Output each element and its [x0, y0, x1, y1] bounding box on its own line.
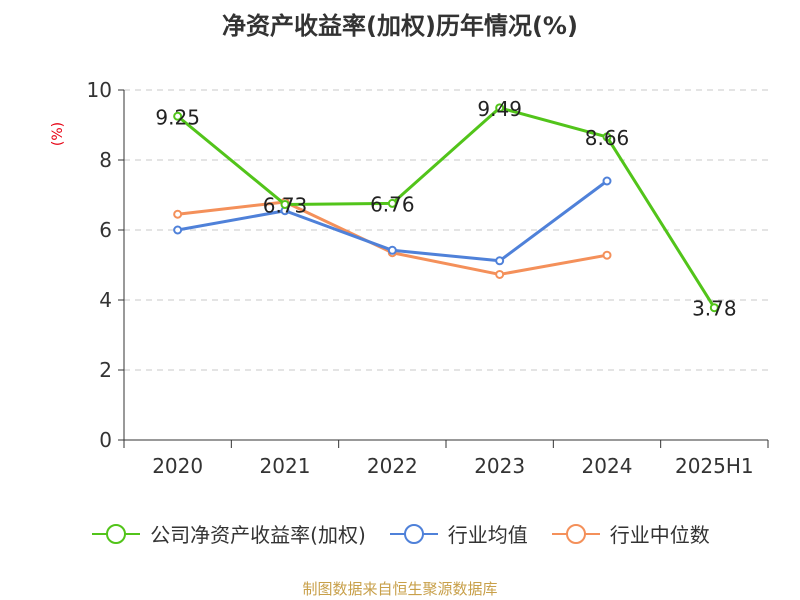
data-point	[173, 111, 183, 121]
x-tick-label: 2021	[260, 454, 311, 478]
data-point	[602, 250, 612, 260]
data-label: 6.73	[263, 193, 308, 217]
series-line	[176, 106, 716, 309]
legend-item-industry-mean[interactable]: 行业均值	[388, 519, 528, 548]
data-point	[709, 303, 719, 313]
data-point	[495, 256, 505, 266]
data-point	[495, 269, 505, 279]
y-tick-label: 8	[99, 148, 112, 172]
x-tick-label: 2025H1	[675, 454, 754, 478]
legend-line-circle-icon	[551, 523, 600, 544]
data-point	[280, 199, 290, 209]
data-point	[387, 198, 397, 208]
data-point	[173, 209, 183, 219]
chart-title: 净资产收益率(加权)历年情况(%)	[222, 12, 578, 40]
data-label: 6.76	[370, 192, 415, 216]
data-label: 3.78	[692, 297, 737, 321]
x-tick-label: 2023	[474, 454, 525, 478]
legend-item-company[interactable]: 公司净资产收益率(加权)	[90, 519, 366, 548]
data-source-note: 制图数据来自恒生聚源数据库	[302, 580, 498, 598]
y-tick-label: 2	[99, 358, 112, 382]
data-point	[602, 132, 612, 142]
legend-label: 公司净资产收益率(加权)	[150, 523, 366, 547]
y-tick-label: 0	[99, 428, 112, 452]
legend-line-circle-icon	[92, 523, 141, 544]
y-tick-label: 4	[99, 288, 112, 312]
y-tick-label: 10	[87, 78, 112, 102]
data-point	[495, 103, 505, 113]
chart-legend: 公司净资产收益率(加权) 行业均值 行业中位数	[0, 519, 800, 548]
y-tick-label: 6	[99, 218, 112, 242]
x-tick-label: 2020	[152, 454, 203, 478]
legend-label: 行业中位数	[609, 523, 710, 547]
data-point	[387, 245, 397, 255]
legend-line-circle-icon	[389, 523, 438, 544]
data-point	[173, 225, 183, 235]
data-point	[602, 176, 612, 186]
legend-item-industry-median[interactable]: 行业中位数	[550, 519, 710, 548]
x-tick-label: 2022	[367, 454, 418, 478]
legend-label: 行业均值	[447, 523, 528, 547]
x-tick-label: 2024	[582, 454, 633, 478]
data-label: 9.49	[477, 97, 522, 121]
data-label: 8.66	[585, 126, 630, 150]
data-label: 9.25	[155, 105, 200, 129]
